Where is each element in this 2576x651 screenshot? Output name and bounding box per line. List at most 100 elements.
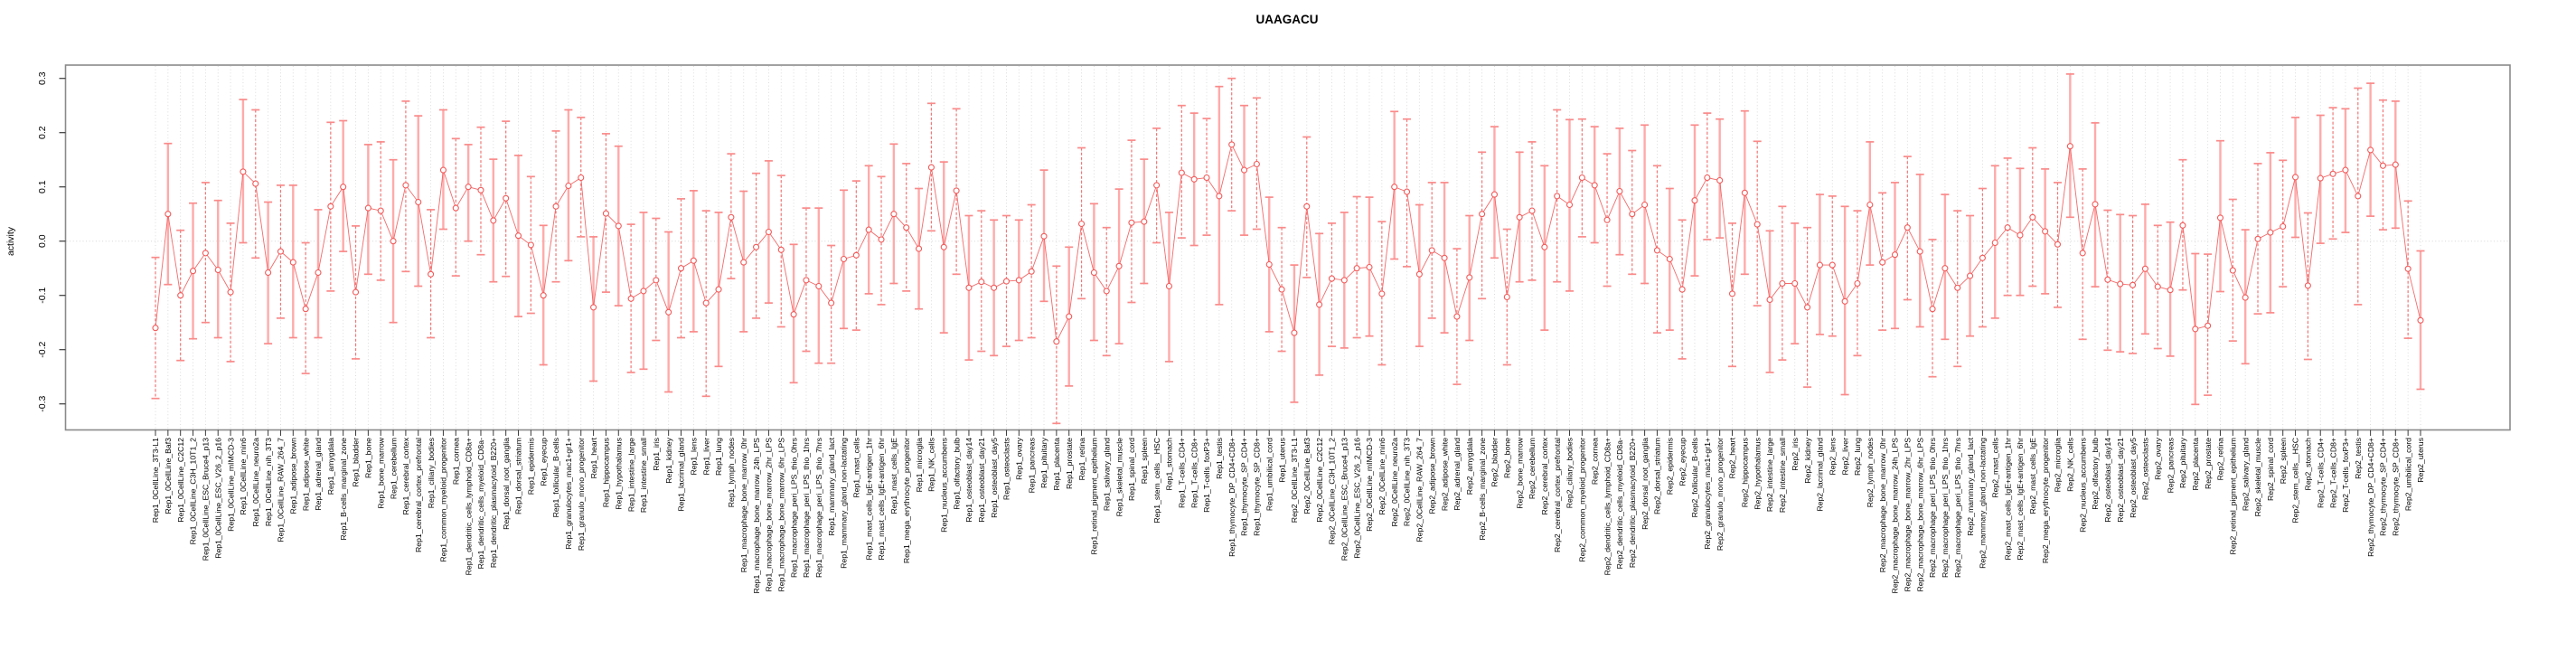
- data-point-marker: [477, 186, 484, 193]
- data-point-marker: [1716, 176, 1724, 184]
- x-tick-label: Rep2_intestine_small: [1778, 438, 1787, 513]
- x-tick-label: Rep2_lens: [1828, 437, 1837, 475]
- data-point-marker: [2392, 161, 2399, 168]
- data-point-marker: [2404, 265, 2411, 272]
- data-point-marker: [1415, 270, 1423, 278]
- data-point-marker: [540, 292, 547, 299]
- x-tick-label: Rep2_ciliary_bodies: [1565, 437, 1575, 508]
- data-point-marker: [615, 222, 622, 230]
- y-tick-label: -0.2: [37, 341, 48, 357]
- y-tick-label: 0.0: [37, 234, 48, 248]
- data-point-marker: [1991, 239, 1998, 247]
- x-tick-label: Rep1_B-cells_marginal_zone: [339, 438, 348, 541]
- data-point-marker: [1328, 275, 1336, 282]
- data-point-marker: [1466, 274, 1473, 281]
- data-point-marker: [878, 236, 885, 243]
- x-tick-label: Rep2_0CellLine_neuro2a: [1390, 438, 1399, 527]
- x-tick-label: Rep1_lens: [690, 437, 699, 475]
- x-tick-label: Rep2_mast_cells: [1990, 437, 1999, 497]
- x-tick-label: Rep1_0CellLine_ESC_V26_2_p16: [213, 438, 222, 559]
- x-tick-label: Rep1_bone: [364, 438, 373, 478]
- x-tick-label: Rep2_0CellLine_nih_3T3: [1403, 438, 1412, 526]
- data-point-marker: [2029, 213, 2036, 221]
- x-tick-label: Rep2_spinal_cord: [2266, 438, 2275, 501]
- x-tick-label: Rep1_adipose_white: [301, 438, 310, 511]
- data-point-marker: [2004, 224, 2011, 231]
- data-point-marker: [815, 282, 823, 290]
- data-point-marker: [252, 180, 259, 187]
- x-tick-label: Rep2_testis: [2354, 437, 2363, 479]
- data-point-marker: [2117, 280, 2124, 288]
- data-point-marker: [514, 232, 522, 240]
- x-tick-label: Rep2_macrophage_bone_marrow_0hr: [1878, 438, 1887, 572]
- data-point-marker: [1391, 184, 1398, 191]
- x-tick-label: Rep1_stem_cells__HSC: [1152, 438, 1161, 524]
- data-point-marker: [1028, 268, 1035, 275]
- data-point-marker: [1704, 174, 1711, 182]
- x-tick-label: Rep2_adipose_white: [1440, 438, 1449, 511]
- x-tick-label: Rep2_stomach: [2304, 438, 2313, 491]
- data-point-marker: [1303, 203, 1311, 210]
- data-point-marker: [2079, 250, 2086, 257]
- y-tick-label: 0.2: [37, 126, 48, 139]
- data-point-marker: [452, 204, 459, 212]
- x-tick-label: Rep2_0CellLine_C2C12: [1315, 438, 1324, 523]
- x-tick-label: Rep2_pancreas: [2166, 437, 2175, 493]
- data-point-marker: [677, 265, 685, 272]
- x-tick-label: Rep2_dendritic_cells_myeloid_CD8a-: [1615, 438, 1624, 569]
- x-tick-label: Rep1_macrophage_peri_LPS_thio_0hrs: [789, 437, 798, 578]
- data-point-marker: [2355, 193, 2362, 200]
- x-tick-label: Rep1_dendritic_cells_lymphoid_CD8a+: [464, 438, 473, 575]
- chart-title: UAAGACU: [1256, 13, 1319, 26]
- data-point-marker: [2280, 222, 2287, 231]
- data-point-marker: [740, 259, 747, 266]
- data-point-marker: [1879, 259, 1886, 266]
- data-point-marker: [1753, 221, 1761, 228]
- data-point-marker: [265, 269, 272, 277]
- data-point-marker: [627, 295, 635, 302]
- data-point-marker: [364, 204, 371, 212]
- data-point-marker: [552, 203, 559, 210]
- x-tick-label: Rep1_lung: [714, 438, 723, 476]
- data-point-marker: [1578, 174, 1585, 182]
- data-point-marker: [1178, 169, 1185, 176]
- data-point-marker: [1565, 201, 1574, 209]
- data-point-marker: [1816, 261, 1823, 269]
- x-tick-label: Rep1_macrophage_bone_marrow_2hr_LPS: [765, 438, 774, 592]
- data-point-marker: [1366, 263, 1373, 271]
- data-point-marker: [715, 286, 722, 293]
- x-tick-label: Rep1_mammary_gland_non-lactating: [840, 438, 849, 569]
- x-tick-label: Rep1_mast_cells_IgE+antigen_1hr: [864, 438, 873, 561]
- x-axis: Rep1_0CellLine_3T3-L1 Rep1_0CellLine_Baf3…: [151, 429, 2425, 593]
- x-tick-label: Rep2_eyecup: [1678, 438, 1687, 486]
- x-tick-label: Rep2_mammary_gland_lact: [1966, 437, 1975, 535]
- x-tick-label: Rep2_hypothalamus: [1753, 437, 1762, 509]
- data-point-marker: [527, 241, 534, 249]
- data-point-marker: [2129, 281, 2137, 288]
- data-point-marker: [890, 211, 898, 218]
- x-tick-label: Rep1_dendritic_cells_myeloid_CD8a-: [476, 438, 485, 569]
- data-point-marker: [2329, 170, 2336, 177]
- x-tick-label: Rep2_hippocampus: [1741, 437, 1750, 507]
- x-tick-label: Rep2_osteoblast_day5: [2129, 438, 2138, 518]
- x-tick-label: Rep2_kidney: [1803, 437, 1812, 483]
- data-point-marker: [1541, 243, 1548, 250]
- data-point-marker: [2017, 231, 2024, 239]
- x-tick-label: Rep2_common_myeloid_progenitor: [1578, 438, 1587, 562]
- x-tick-label: Rep1_eyecup: [539, 438, 548, 486]
- x-tick-label: Rep1_osteoclasts: [1002, 437, 1011, 500]
- x-tick-label: Rep1_cerebral_cortex_prefrontal: [414, 438, 423, 552]
- x-tick-label: Rep1_olfactory_bulb: [952, 438, 961, 510]
- data-point-marker: [189, 268, 197, 275]
- x-tick-label: Rep2_liver: [1840, 438, 1849, 476]
- data-point-marker: [1629, 211, 1636, 218]
- data-point-marker: [777, 246, 785, 253]
- x-tick-label: Rep1_mast_cells_IgE: [889, 438, 898, 514]
- data-point-marker: [1353, 265, 1360, 272]
- x-tick-label: Rep1_retinal_pigment_epithelium: [1090, 438, 1099, 554]
- x-tick-label: Rep2_dorsal_root_ganglia: [1641, 438, 1650, 530]
- x-tick-label: Rep1_placenta: [1052, 438, 1061, 491]
- x-tick-label: Rep2_mega_erythrocyte_progenitor: [2041, 438, 2050, 563]
- plot-border: [64, 64, 2511, 431]
- data-point-marker: [227, 288, 234, 296]
